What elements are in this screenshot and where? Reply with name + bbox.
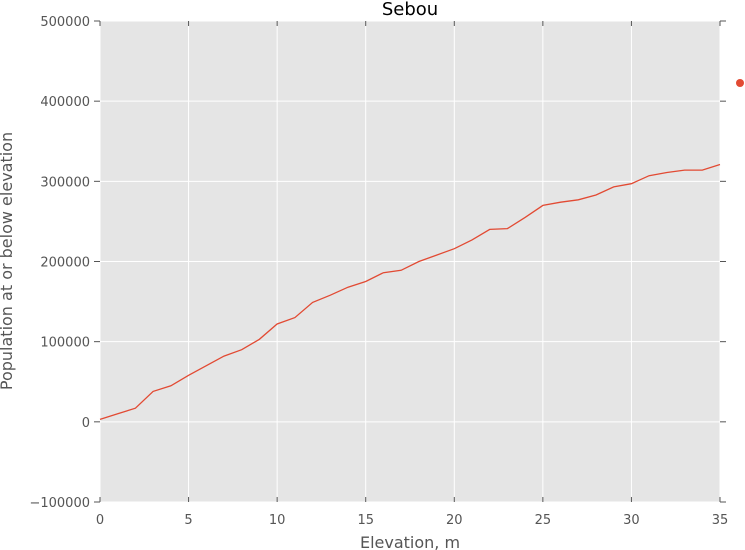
y-tick-label: 0 (82, 416, 90, 431)
legend-marker (736, 79, 744, 87)
x-axis-label: Elevation, m (360, 533, 460, 550)
x-tick-label: 35 (712, 513, 729, 528)
y-tick-label: 400000 (40, 95, 90, 110)
y-tick-label: 500000 (40, 15, 90, 30)
x-tick-label: 5 (184, 513, 192, 528)
y-tick-labels: −100000 0 100000 200000 300000 400000 500000 (29, 15, 90, 511)
x-tick-label: 30 (623, 513, 640, 528)
y-tick-label: 200000 (40, 256, 90, 271)
x-tick-label: 10 (269, 513, 286, 528)
x-tick-label: 25 (535, 513, 552, 528)
y-tick-label: 100000 (40, 336, 90, 351)
x-tick-label: 20 (446, 513, 463, 528)
axis-ticks (94, 20, 726, 503)
chart-title: Sebou (382, 0, 438, 20)
y-tick-label: 300000 (40, 175, 90, 190)
x-tick-label: 0 (96, 513, 104, 528)
x-tick-labels: 0 5 10 15 20 25 30 35 (96, 513, 728, 528)
y-tick-label: −100000 (29, 496, 90, 511)
series-line (99, 163, 721, 421)
y-axis-label: Population at or below elevation (0, 132, 16, 390)
x-tick-label: 15 (357, 513, 374, 528)
